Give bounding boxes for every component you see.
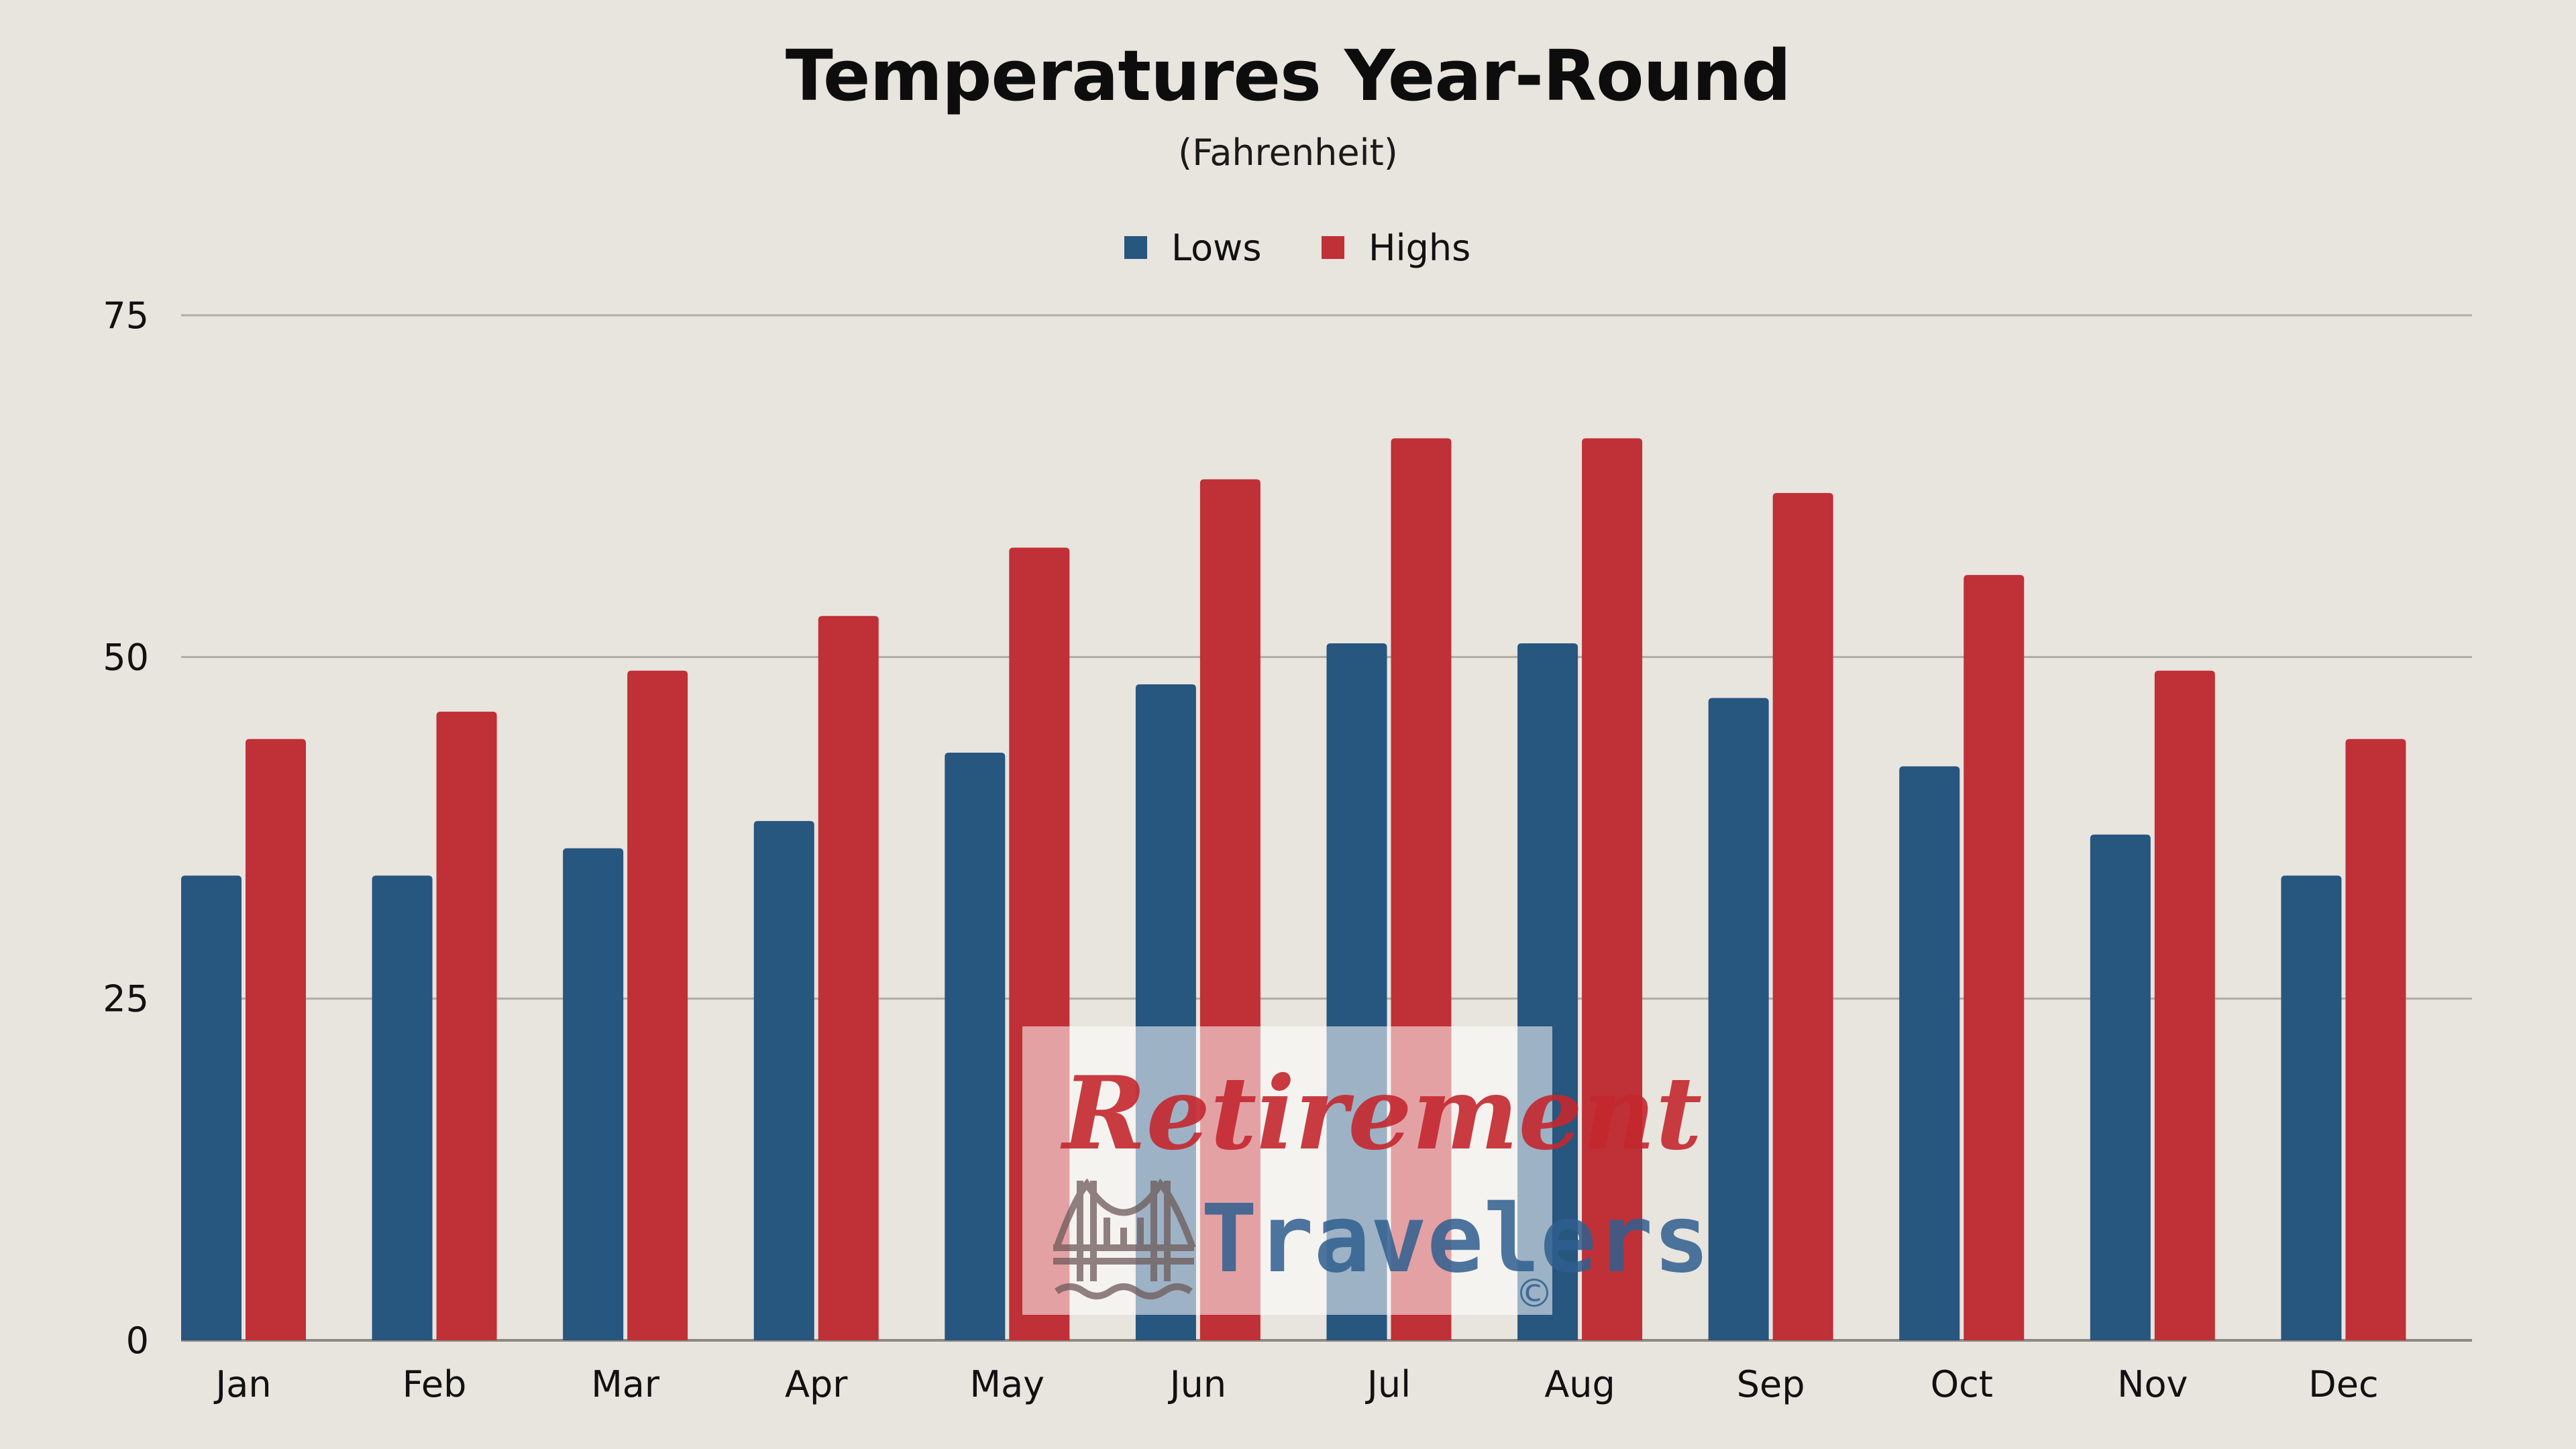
legend: Lows Highs (1124, 227, 1470, 269)
bar-lows-jan (181, 875, 241, 1340)
x-tick-label: Jan (213, 1363, 271, 1405)
legend-label-lows: Lows (1171, 227, 1261, 269)
y-tick-label: 75 (103, 294, 149, 337)
y-tick-label: 25 (103, 978, 149, 1020)
chart-title: Temperatures Year-Round (785, 35, 1791, 117)
bar-lows-may (945, 752, 1006, 1340)
legend-swatch-highs (1322, 236, 1344, 259)
x-tick-label: Dec (2308, 1363, 2379, 1405)
bar-highs-sep (1772, 492, 1833, 1341)
bridge-icon (1053, 1178, 1196, 1299)
bar-highs-oct (1964, 575, 2025, 1341)
y-tick-label: 0 (126, 1320, 149, 1362)
bar-highs-apr (818, 616, 879, 1340)
x-tick-label: Apr (785, 1363, 848, 1405)
x-tick-label: Feb (402, 1363, 467, 1405)
bar-lows-nov (2090, 835, 2151, 1340)
bar-highs-mar (627, 670, 688, 1340)
x-tick-label: Sep (1737, 1363, 1805, 1405)
x-axis-ticks: Jan Feb Mar Apr May Jun Jul Aug Sep Oct Nov Dec (213, 1363, 2378, 1405)
bar-lows-sep (1708, 698, 1769, 1340)
x-tick-label: May (970, 1363, 1045, 1405)
bar-lows-feb (372, 875, 433, 1340)
legend-swatch-lows (1124, 236, 1147, 259)
bar-highs-dec (2345, 739, 2406, 1340)
bar-highs-aug (1582, 438, 1643, 1340)
x-tick-label: Jul (1365, 1363, 1411, 1405)
y-tick-label: 50 (103, 636, 149, 678)
bar-lows-oct (1899, 766, 1960, 1340)
watermark-panel (1022, 1026, 1552, 1315)
legend-label-highs: Highs (1368, 227, 1470, 269)
x-tick-label: Nov (2117, 1363, 2188, 1405)
bar-lows-mar (563, 848, 624, 1340)
x-tick-label: Jun (1168, 1363, 1226, 1405)
x-tick-label: Mar (591, 1363, 660, 1405)
chart-subtitle: (Fahrenheit) (1178, 131, 1398, 174)
y-axis-ticks: 0 25 50 75 (103, 294, 149, 1362)
watermark-travelers-text: Travelers (1201, 1185, 1710, 1294)
bar-lows-dec (2281, 875, 2342, 1340)
watermark-copyright: © (1515, 1271, 1554, 1316)
watermark-logo: Retirement Travelers © (1022, 1026, 1710, 1316)
bar-highs-nov (2154, 670, 2215, 1340)
bar-highs-jan (246, 739, 306, 1340)
bar-lows-apr (753, 820, 814, 1340)
x-tick-label: Oct (1931, 1363, 1993, 1405)
x-tick-label: Aug (1544, 1363, 1615, 1405)
watermark-retirement-text: Retirement (1060, 1055, 1702, 1173)
bars (181, 438, 2406, 1341)
bar-highs-feb (436, 711, 497, 1340)
